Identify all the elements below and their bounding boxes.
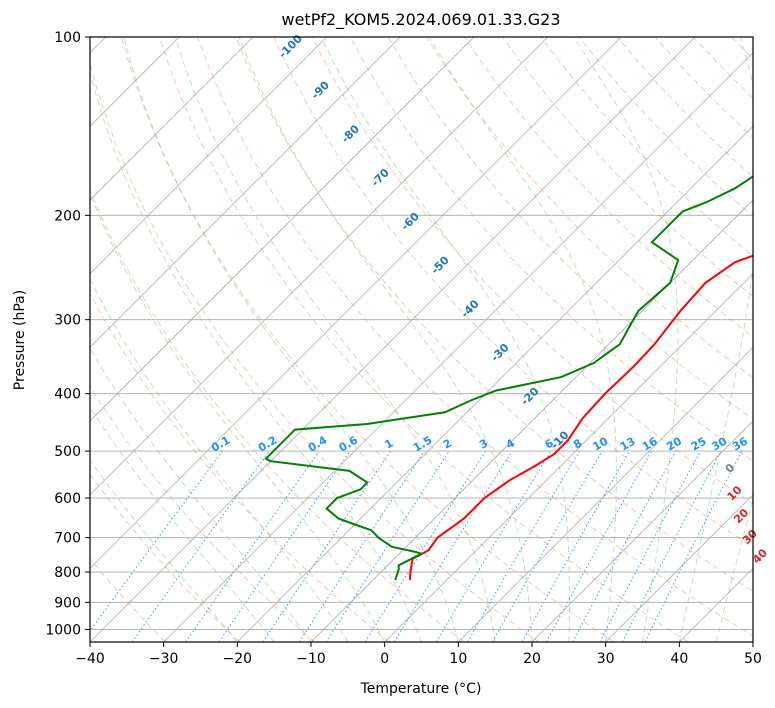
dry-adiabat (464, 37, 753, 338)
dry-adiabat (90, 385, 316, 642)
moist-adiabat (678, 37, 753, 642)
y-tick-label: 500 (54, 444, 81, 460)
dry-adiabat (235, 37, 753, 592)
dry-adiabat (120, 37, 614, 642)
mixing-ratio-line (545, 450, 653, 642)
x-tick-label: 30 (597, 651, 615, 667)
moist-adiabat (90, 459, 238, 642)
y-tick-label: 800 (54, 565, 81, 581)
y-tick-label: 400 (54, 387, 81, 403)
dry-adiabat (90, 473, 241, 642)
x-tick-label: 50 (744, 651, 762, 667)
mixing-ratio-line (185, 450, 320, 642)
moist-adiabat (90, 192, 386, 642)
y-tick-label: 300 (54, 313, 81, 329)
isotherm (458, 346, 753, 642)
isotherm (90, 37, 548, 496)
x-tick-label: 40 (670, 651, 688, 667)
y-tick-label: 600 (54, 491, 81, 507)
isotherm (90, 37, 622, 569)
isotherm (90, 37, 696, 642)
y-tick-label: 900 (54, 595, 81, 611)
chart-title: wetPf2_KOM5.2024.069.01.33.G23 (281, 10, 560, 30)
mixing-ratio-line (218, 450, 351, 642)
isotherm (163, 52, 753, 642)
mixing-ratio-line (131, 450, 270, 642)
plot-frame (89, 36, 754, 643)
y-tick-label: 1000 (45, 622, 81, 638)
dry-adiabat (90, 62, 540, 642)
dry-adiabat (502, 37, 753, 298)
y-axis-label: Pressure (hPa) (12, 290, 28, 390)
dry-adiabat (159, 37, 689, 642)
x-tick-label: 10 (449, 651, 467, 667)
dry-adiabat (273, 37, 753, 548)
moist-adiabat (90, 406, 275, 642)
x-tick-label: −30 (149, 651, 179, 667)
isotherm (384, 273, 753, 642)
y-tick-label: 100 (54, 30, 81, 46)
dry-adiabat (311, 37, 753, 505)
moist-adiabat (572, 37, 679, 642)
isotherm (310, 199, 753, 642)
axis-ticks: −40 −30 −20 −10 0 10 20 30 40 50 1000 900 800 700 600 5… (45, 30, 762, 667)
moist-adiabat (90, 70, 422, 642)
isotherm (237, 125, 753, 642)
isotherm (90, 37, 475, 422)
y-tick-label: 200 (54, 208, 81, 224)
mixing-ratio-line (644, 450, 743, 642)
dewpoint-line (264, 175, 753, 581)
mixing-ratio-line (393, 450, 513, 642)
mixing-ratio-line (521, 450, 630, 642)
moist-adiabat (174, 37, 496, 642)
temperature-line (408, 254, 753, 580)
x-tick-label: −40 (75, 651, 105, 667)
dry-adiabat (387, 37, 753, 420)
mixing-ratio-line (298, 450, 425, 642)
isotherm (605, 494, 753, 642)
x-tick-label: 20 (523, 651, 541, 667)
moist-adiabat (238, 37, 533, 642)
dry-adiabat (349, 37, 753, 462)
isotherm (90, 37, 254, 201)
mixing-ratio-line (572, 450, 677, 642)
dry-adiabat (90, 188, 465, 642)
mixing-ratio-line (325, 450, 450, 642)
dry-adiabat (90, 292, 390, 642)
moist-adiabat (428, 37, 617, 642)
moist-adiabat (90, 278, 349, 642)
isotherm (531, 420, 753, 642)
x-axis-label: Temperature (°C) (360, 681, 482, 697)
isotherm (90, 37, 327, 275)
moist-adiabat (715, 497, 753, 642)
moist-adiabat (320, 37, 571, 642)
mixing-ratio-line (262, 450, 392, 642)
isotherm (90, 37, 401, 348)
plot-area (90, 37, 753, 642)
x-tick-label: 0 (380, 651, 389, 667)
x-tick-label: −10 (296, 651, 326, 667)
mixing-ratio-line (90, 450, 223, 632)
y-tick-label: 700 (54, 531, 81, 547)
dry-adiabat (425, 37, 753, 379)
moist-adiabat (123, 37, 459, 642)
x-tick-label: −20 (223, 651, 253, 667)
